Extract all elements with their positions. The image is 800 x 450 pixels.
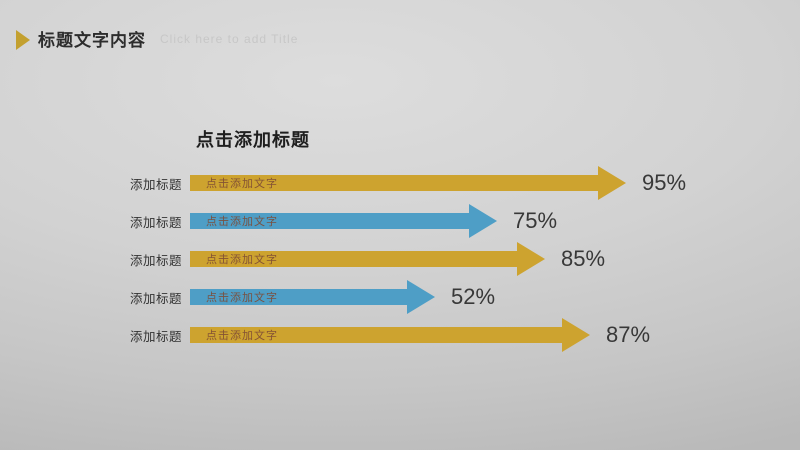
bar-inner-label: 点击添加文字 — [206, 178, 278, 190]
arrow-head-icon — [469, 204, 497, 238]
triangle-bullet-icon — [16, 29, 30, 50]
value-label: 85% — [561, 246, 606, 271]
category-label: 添加标题 — [129, 291, 182, 306]
arrow-head-icon — [407, 280, 435, 314]
slide-header: 标题文字内容 Click here to add Title — [16, 26, 298, 51]
bar-inner-label: 点击添加文字 — [206, 216, 278, 228]
category-label: 添加标题 — [129, 253, 182, 268]
category-label: 添加标题 — [129, 177, 182, 192]
arrow-bar: 点击添加文字 — [190, 204, 497, 238]
arrow-bar: 点击添加文字 — [190, 166, 626, 200]
bar-row: 添加标题 点击添加文字 75% — [118, 202, 788, 240]
value-label: 87% — [606, 322, 651, 347]
value-label: 75% — [513, 208, 558, 233]
arrow-bar: 点击添加文字 — [190, 280, 435, 314]
arrow-shaft — [190, 251, 517, 267]
arrow-shaft — [190, 213, 469, 229]
page-subtitle: Click here to add Title — [160, 31, 299, 46]
arrow-shaft — [190, 175, 598, 191]
arrow-bar: 点击添加文字 — [190, 318, 590, 352]
value-label: 95% — [642, 170, 687, 195]
bar-row: 添加标题 点击添加文字 87% — [118, 316, 788, 354]
category-label: 添加标题 — [129, 215, 182, 230]
category-label: 添加标题 — [129, 329, 182, 344]
bar-inner-label: 点击添加文字 — [206, 292, 278, 304]
arrow-head-icon — [598, 166, 626, 200]
value-label: 52% — [451, 284, 496, 309]
arrow-head-icon — [517, 242, 545, 276]
bar-chart: 添加标题 点击添加文字 95% 添加标题 点击添加文字 75% 添加标题 点击添… — [118, 164, 788, 354]
bar-row: 添加标题 点击添加文字 95% — [118, 164, 788, 202]
chart-title: 点击添加标题 — [196, 130, 310, 150]
bar-row: 添加标题 点击添加文字 85% — [118, 240, 788, 278]
arrow-shaft — [190, 327, 562, 343]
arrow-head-icon — [562, 318, 590, 352]
bar-inner-label: 点击添加文字 — [206, 330, 278, 342]
arrow-bar: 点击添加文字 — [190, 242, 545, 276]
bar-row: 添加标题 点击添加文字 52% — [118, 278, 788, 316]
page-title: 标题文字内容 — [38, 31, 146, 50]
arrow-shaft — [190, 289, 407, 305]
bar-inner-label: 点击添加文字 — [206, 254, 278, 266]
